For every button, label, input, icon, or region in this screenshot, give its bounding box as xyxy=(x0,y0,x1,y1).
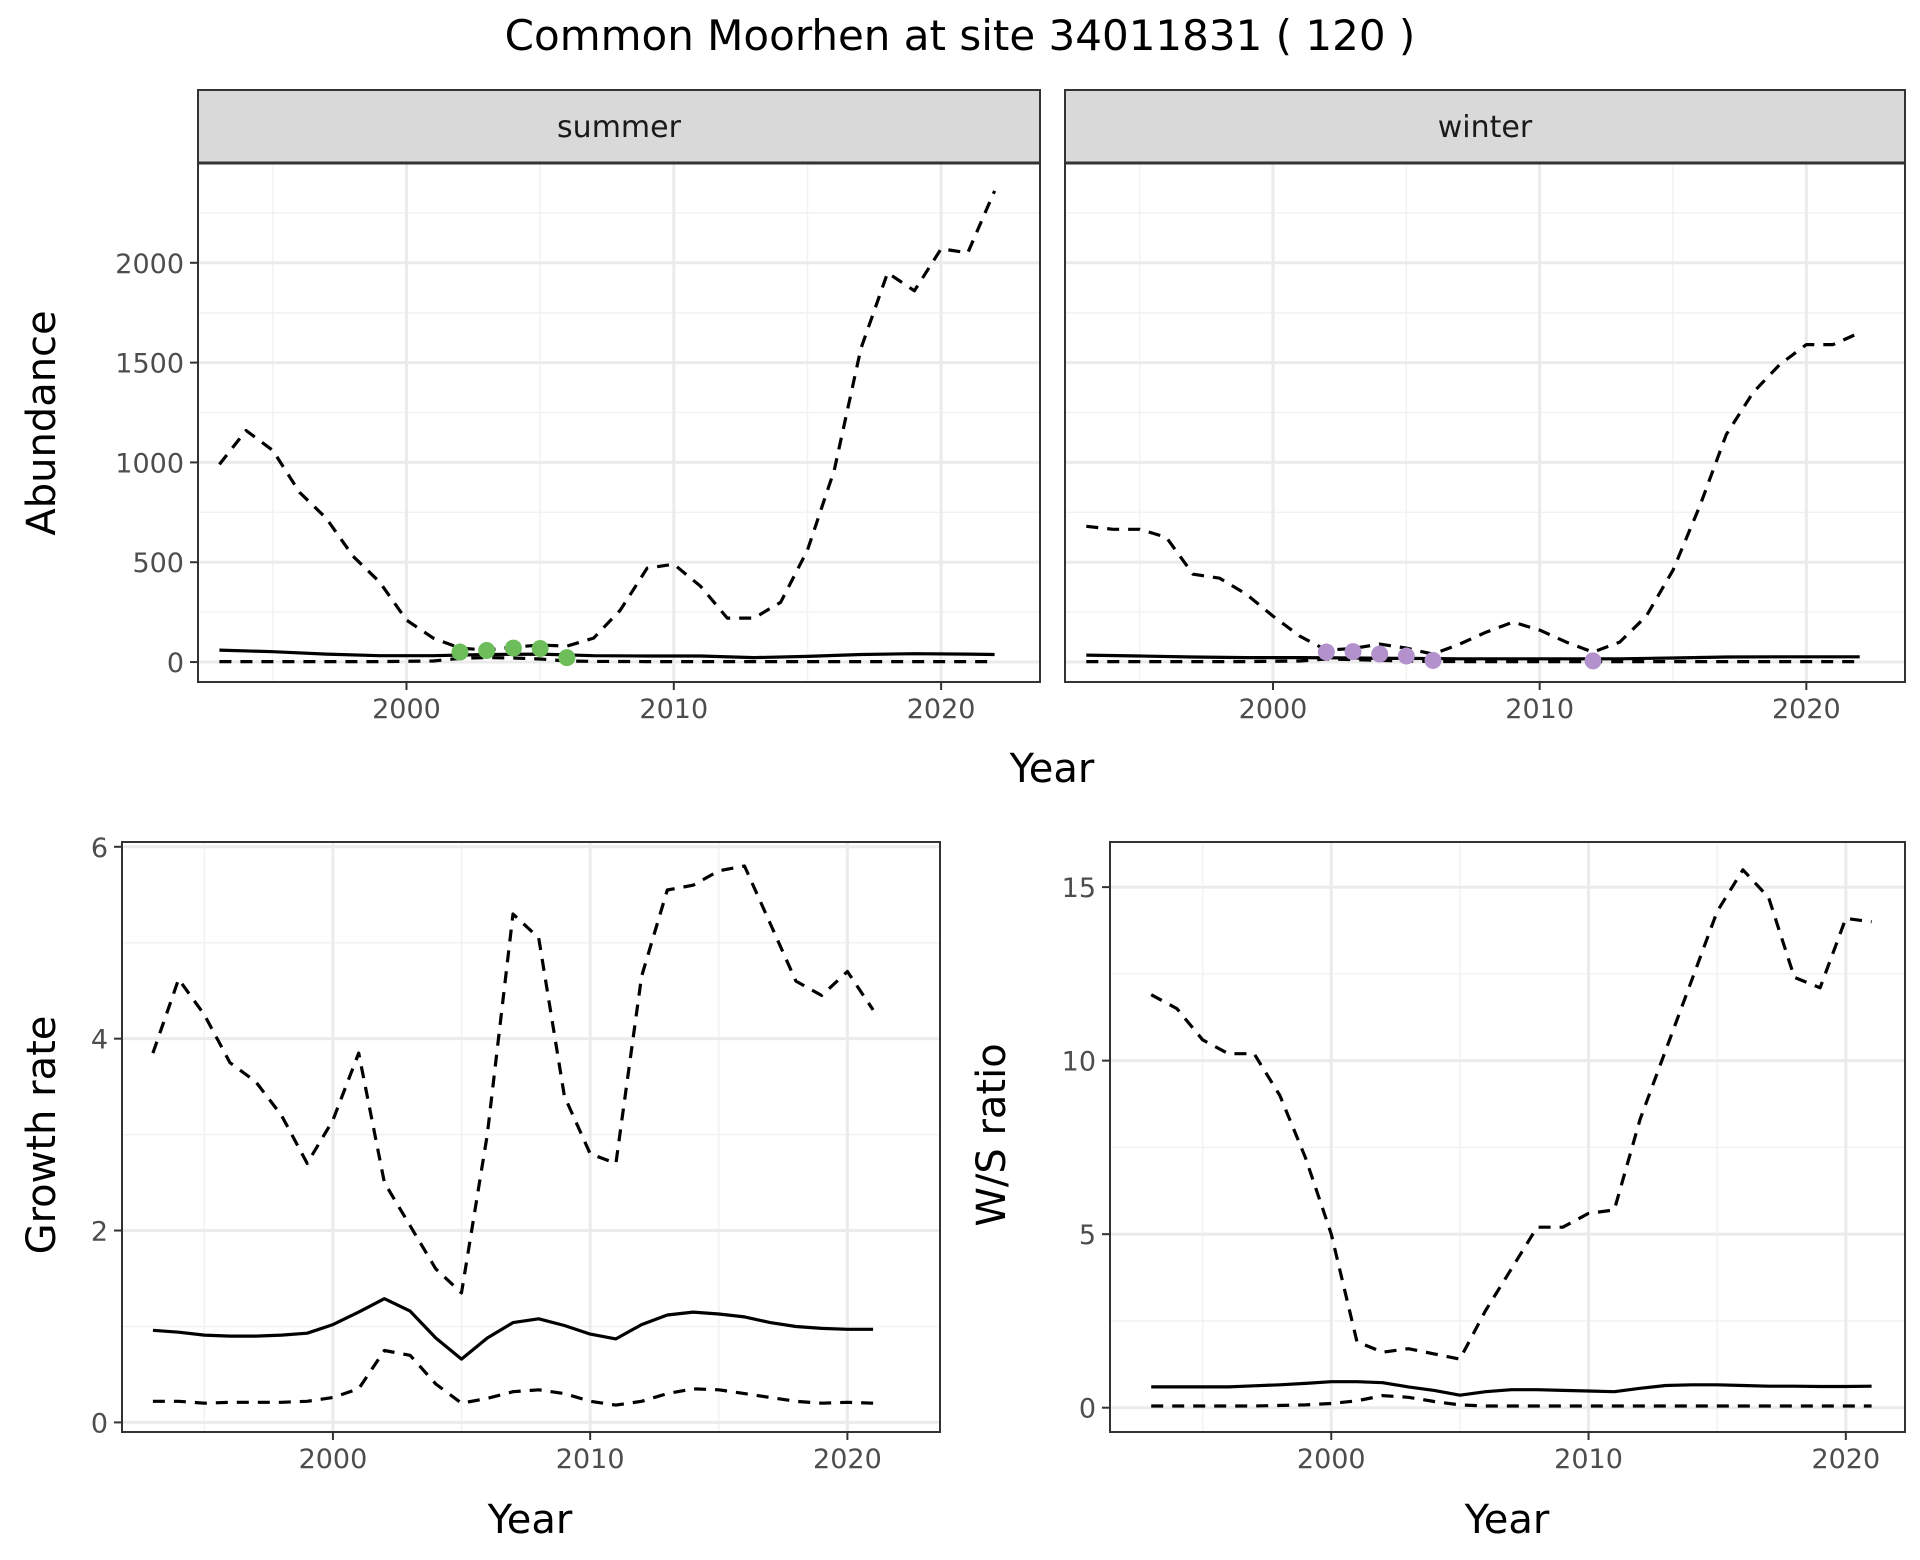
ratio-series-1-dashed-line xyxy=(1150,868,1872,1361)
winter-observation-point xyxy=(1371,645,1389,663)
growth-series-0-solid-line xyxy=(152,1297,874,1361)
ratio-series-2-dashed-line xyxy=(1151,1394,1872,1408)
summer-y-tick-label: 1000 xyxy=(115,448,184,479)
summer-x-tick-label: 2010 xyxy=(639,694,708,725)
summer-y-tick-label: 0 xyxy=(167,648,184,679)
growth-y-tick-label: 2 xyxy=(91,1217,108,1248)
summer-observation-point xyxy=(478,641,496,659)
summer-y-tick-label: 1500 xyxy=(115,349,184,380)
ratio-y-tick-label: 5 xyxy=(1079,1220,1096,1251)
summer-observation-point xyxy=(504,639,522,657)
winter-series-0-solid-line xyxy=(1086,653,1860,661)
summer-y-tick-label: 2000 xyxy=(115,249,184,280)
summer-panel: 2000 2010 2020 0 500 1000 1500 2000 xyxy=(115,162,1041,725)
growth-rate-x-axis-title: Year xyxy=(487,1497,573,1543)
ratio-x-tick-label: 2010 xyxy=(1554,1444,1623,1475)
growth-y-tick-label: 0 xyxy=(91,1408,108,1439)
summer-series-1-dashed-line xyxy=(218,190,997,652)
growth-x-tick-label: 2000 xyxy=(299,1444,368,1475)
ratio-plot-area xyxy=(1110,842,1905,1432)
ratio-y-tick-label: 0 xyxy=(1079,1394,1096,1425)
growth-series-2-dashed-line xyxy=(152,1348,874,1407)
ratio-y-tick-label: 15 xyxy=(1062,873,1096,904)
growth-x-tick-label: 2020 xyxy=(813,1444,882,1475)
top-x-axis-title: Year xyxy=(1009,746,1095,792)
growth-rate-panel: 2000 2010 2020 0 2 4 6 xyxy=(91,833,941,1475)
growth-rate-y-axis-title: Growth rate xyxy=(19,1016,65,1255)
summer-x-tick-label: 2000 xyxy=(372,694,441,725)
winter-observation-point xyxy=(1584,652,1602,670)
winter-strip xyxy=(1064,89,1906,164)
summer-strip-label: summer xyxy=(557,110,682,145)
growth-y-tick-label: 4 xyxy=(91,1025,108,1056)
winter-plot-area xyxy=(1065,163,1905,682)
ws-ratio-y-axis-title: W/S ratio xyxy=(969,1043,1015,1226)
growth-y-tick-label: 6 xyxy=(91,833,108,864)
summer-plot-area xyxy=(198,163,1040,682)
winter-observation-point xyxy=(1424,651,1442,669)
growth-panel-border xyxy=(121,841,941,1433)
ws-ratio-panel: 2000 2010 2020 0 5 10 15 xyxy=(1062,841,1906,1475)
figure-title: Common Moorhen at site 34011831 ( 120 ) xyxy=(505,11,1416,60)
winter-x-tick-label: 2010 xyxy=(1505,694,1574,725)
winter-x-tick-label: 2000 xyxy=(1239,694,1308,725)
summer-observation-point xyxy=(558,649,576,667)
ratio-x-tick-label: 2020 xyxy=(1811,1444,1880,1475)
summer-y-tick-label: 500 xyxy=(132,548,184,579)
growth-plot-area xyxy=(122,842,940,1432)
winter-panel: 2000 2010 2020 xyxy=(1064,162,1906,725)
ratio-panel-border xyxy=(1109,841,1906,1433)
summer-observation-point xyxy=(451,643,469,661)
winter-series-1-dashed-line xyxy=(1086,331,1861,656)
winter-observation-point xyxy=(1344,643,1362,661)
summer-observation-point xyxy=(531,639,549,657)
summer-strip xyxy=(197,89,1041,164)
ratio-series-0-solid-line xyxy=(1151,1380,1872,1397)
summer-series-0-solid-line xyxy=(219,648,995,660)
ws-ratio-x-axis-title: Year xyxy=(1464,1497,1550,1543)
winter-strip-label: winter xyxy=(1438,110,1533,145)
abundance-y-axis-title: Abundance xyxy=(19,310,65,535)
growth-series-1-dashed-line xyxy=(151,864,875,1295)
growth-x-tick-label: 2010 xyxy=(556,1444,625,1475)
winter-x-tick-label: 2020 xyxy=(1772,694,1841,725)
winter-observation-point xyxy=(1317,643,1335,661)
summer-x-tick-label: 2020 xyxy=(907,694,976,725)
ratio-y-tick-label: 10 xyxy=(1062,1047,1096,1078)
ratio-x-tick-label: 2000 xyxy=(1297,1444,1366,1475)
winter-observation-point xyxy=(1397,647,1415,665)
